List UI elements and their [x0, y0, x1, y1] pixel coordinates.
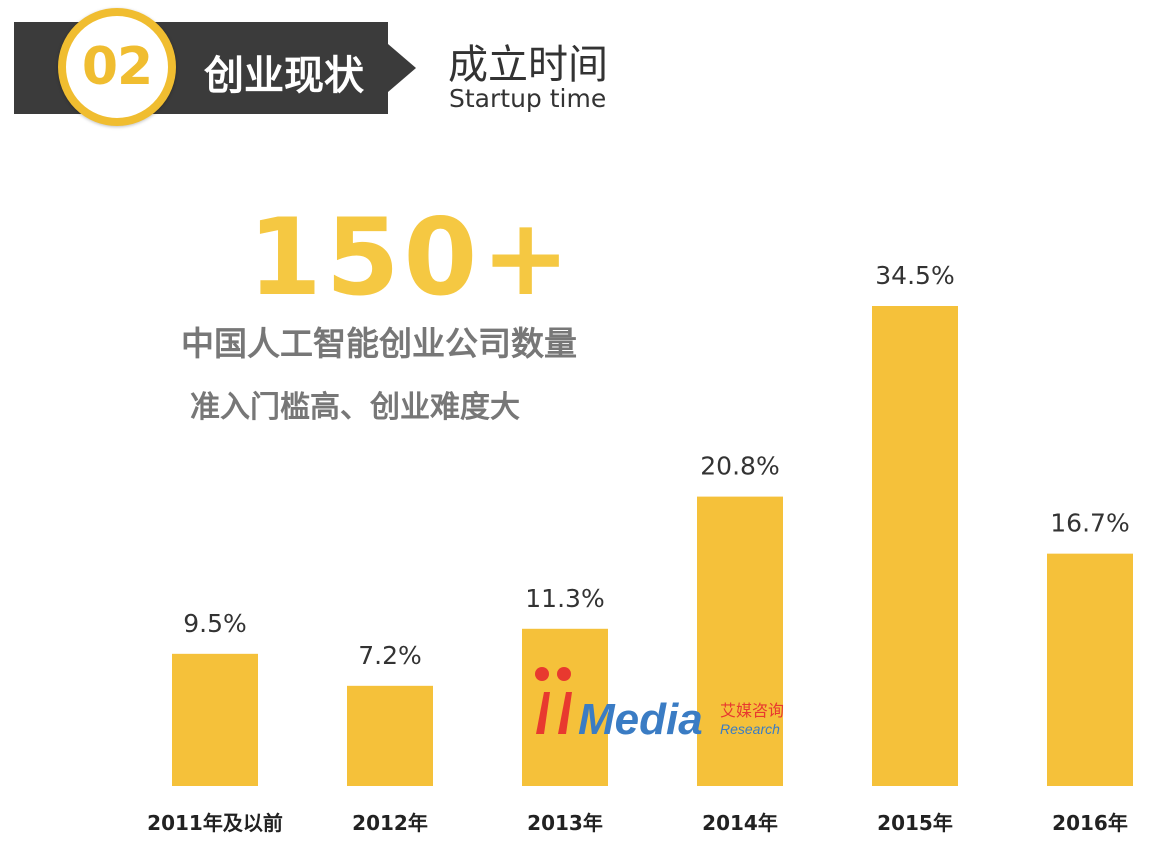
category-label-2: 2012年 — [352, 811, 428, 835]
startup-count-stat: 150+ — [248, 196, 575, 319]
svg-text:Media: Media — [578, 695, 703, 742]
bar-value-label-2: 7.2% — [358, 641, 422, 670]
step-number: 02 — [81, 37, 153, 97]
category-label-1: 2011年及以前 — [147, 811, 283, 835]
category-label-5: 2015年 — [877, 811, 953, 835]
bar-value-label-5: 34.5% — [875, 261, 954, 290]
subtitle-english: Startup time — [449, 84, 607, 113]
bar-1 — [172, 653, 258, 786]
category-label-3: 2013年 — [527, 811, 603, 835]
bar-5 — [872, 306, 958, 786]
bar-2 — [347, 685, 433, 786]
svg-text:艾媒咨询: 艾媒咨询 — [720, 701, 784, 720]
stat-caption-line-1: 中国人工智能创业公司数量 — [181, 324, 577, 363]
subtitle-chinese: 成立时间 — [448, 42, 608, 88]
bar-6 — [1047, 553, 1133, 786]
iimedia-watermark-logo: Media 艾媒咨询 Research — [535, 667, 784, 742]
category-label-4: 2014年 — [702, 811, 778, 835]
bar-value-label-4: 20.8% — [700, 452, 779, 481]
svg-text:Research: Research — [720, 721, 780, 737]
step-badge: 02 — [58, 8, 176, 126]
stat-caption-line-2: 准入门槛高、创业难度大 — [190, 390, 520, 425]
category-label-group: 2011年及以前 2012年 2013年 2014年 2015年 2016年 — [147, 811, 1128, 835]
bar-4 — [697, 496, 783, 786]
value-label-group: 9.5% 7.2% 11.3% 20.8% 34.5% 16.7% — [183, 261, 1129, 670]
bar-value-label-3: 11.3% — [525, 584, 604, 613]
bar-value-label-1: 9.5% — [183, 609, 247, 638]
category-label-6: 2016年 — [1052, 811, 1128, 835]
section-title: 创业现状 — [204, 53, 364, 99]
bar-value-label-6: 16.7% — [1050, 509, 1129, 538]
header-arrow-icon — [388, 44, 416, 92]
